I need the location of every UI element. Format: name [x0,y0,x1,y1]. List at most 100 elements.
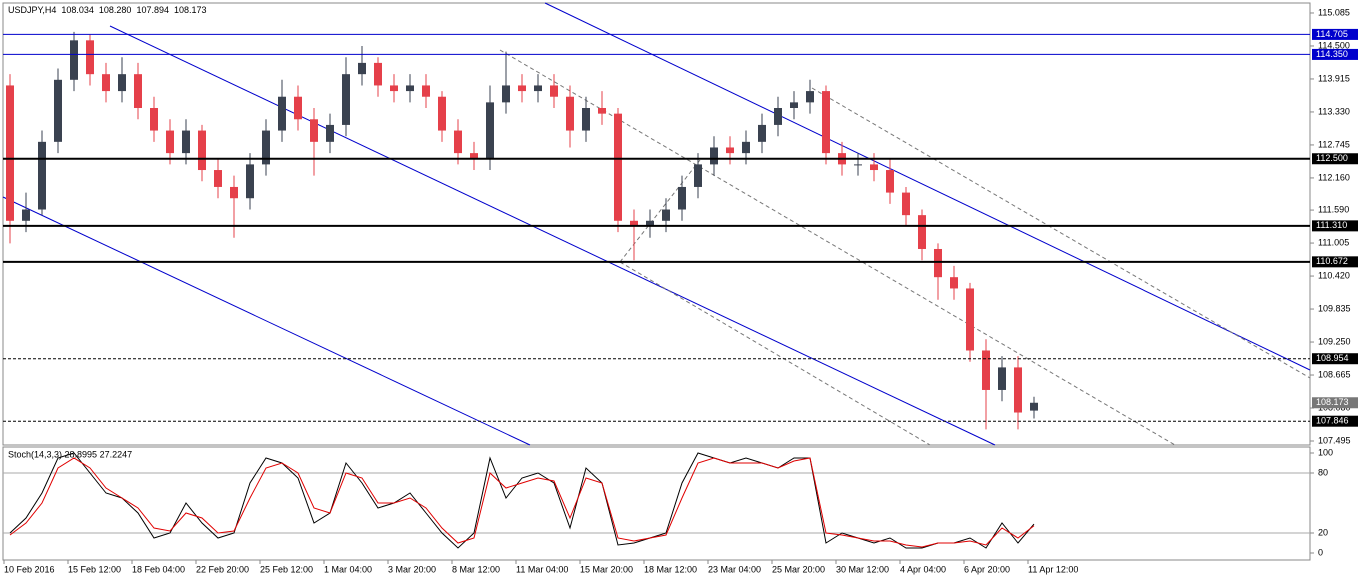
candle-body [326,124,334,142]
candle-body [550,85,558,97]
candle-body [486,102,494,159]
candle-body [6,85,14,221]
channel-line [109,25,996,446]
candle-body [934,248,942,278]
candle-body [214,170,222,187]
x-tick-label: 11 Mar 04:00 [516,564,568,574]
candle-body [918,215,926,249]
chart-header: USDJPY,H4 108.034 108.280 107.894 108.173 [8,5,207,15]
y-tick-label: 112.160 [1318,172,1350,182]
candle-body [198,130,206,171]
candle-body [726,147,734,154]
x-tick-label: 1 Mar 04:00 [324,564,372,574]
y-tick-label: 80 [1318,467,1328,477]
y-tick-label: 107.495 [1318,435,1351,445]
x-tick-label: 23 Mar 04:00 [708,564,761,574]
level-label-box [1312,28,1358,40]
y-tick-label: 112.745 [1318,139,1350,149]
dashed-channel [619,261,931,446]
candle-body [534,85,542,92]
candle-body [790,102,798,109]
level-label: 112.500 [1316,153,1348,163]
candle-body [502,85,510,103]
x-tick-label: 18 Mar 12:00 [644,564,697,574]
candle-body [406,85,414,92]
candle-body [86,40,94,75]
candle-body [118,74,126,92]
level-label: 107.846 [1316,416,1349,426]
y-tick-label: 108.665 [1318,369,1351,379]
main-layer [6,31,1038,430]
candle-body [134,74,142,109]
channel-line [2,196,531,446]
candle-body [438,96,446,131]
candle-body [678,186,686,210]
candle-body [150,108,158,131]
candle-body [294,96,302,120]
candle-body [614,113,622,221]
y-tick-label: 100 [1318,447,1333,457]
level-label-box [1312,415,1358,427]
candle-body [630,220,638,227]
x-tick-label: 3 Mar 20:00 [388,564,436,574]
x-tick-label: 18 Feb 04:00 [132,564,185,574]
candle-body [710,147,718,165]
x-tick-label: 10 Feb 2016 [4,564,55,574]
candle-body [182,130,190,154]
y-tick-label: 109.250 [1318,336,1351,346]
x-tick-label: 22 Feb 20:00 [196,564,249,574]
candle-body [38,141,46,210]
y-tick-label: 111.590 [1318,204,1349,214]
x-tick-label: 15 Feb 12:00 [68,564,121,574]
candle-body [694,164,702,187]
ohlc-value: 107.894 [136,5,169,15]
level-label-box [1312,153,1358,165]
x-tick-label: 8 Mar 12:00 [452,564,500,574]
candle-body [966,288,974,351]
x-tick-label: 30 Mar 12:00 [836,564,889,574]
ohlc-value: 108.280 [99,5,132,15]
y-tick-label: 115.085 [1318,7,1350,17]
symbol: USDJPY,H4 [8,5,56,15]
level-label-box [1312,220,1358,232]
ohlc-value: 108.034 [61,5,94,15]
ohlc-value: 108.173 [174,5,207,15]
level-label: 111.310 [1316,220,1347,230]
candle-body [758,124,766,142]
level-label: 114.705 [1316,29,1348,39]
candle-body [1030,402,1038,411]
candle-body [1014,367,1022,413]
candle-body [102,74,110,92]
candle-body [982,350,990,390]
candle-body [582,108,590,131]
channel-line [544,2,1311,371]
candle-body [566,96,574,131]
level-label-box [1312,48,1358,60]
price-label-box [1312,397,1358,409]
candle-body [454,130,462,154]
candle-body [22,209,30,221]
x-tick-label: 25 Mar 20:00 [772,564,825,574]
candle-body [54,79,62,142]
candle-body [278,96,286,131]
y-tick-label: 114.500 [1318,40,1350,50]
level-label-box [1312,256,1358,268]
candle-body [342,74,350,125]
candle-body [902,192,910,216]
price-label: 108.173 [1316,397,1349,407]
y-tick-label: 113.330 [1318,106,1350,116]
dashed-channel [811,87,1311,379]
dashed-channel [619,159,701,263]
candle-body [646,220,654,227]
candle-body [358,62,366,75]
candle-body [310,119,318,142]
candle-body [950,277,958,289]
candle-body [774,108,782,125]
candle-body [262,130,270,165]
candle-body [70,40,78,80]
candle-body [246,164,254,199]
x-tick-label: 6 Apr 20:00 [964,564,1010,574]
y-tick-label: 0 [1318,547,1323,557]
x-tick-label: 4 Apr 04:00 [900,564,946,574]
